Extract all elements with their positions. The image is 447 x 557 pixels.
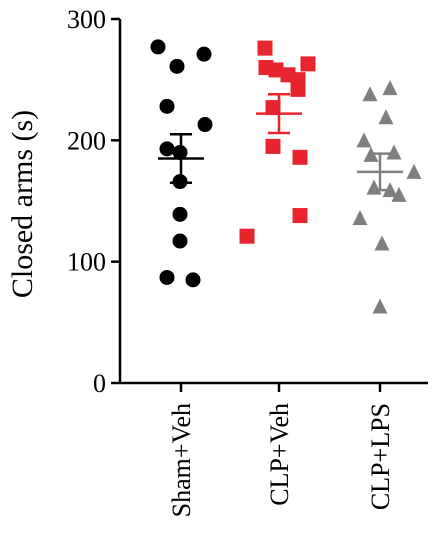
data-point	[391, 186, 407, 202]
data-point	[185, 272, 201, 288]
data-point	[374, 235, 390, 251]
data-point	[265, 138, 281, 154]
y-tick-label: 0	[93, 369, 106, 398]
data-point	[159, 269, 175, 285]
data-point	[172, 233, 188, 249]
data-point	[159, 141, 175, 157]
data-point	[265, 100, 281, 116]
y-tick-label: 200	[67, 126, 106, 155]
data-point	[386, 144, 402, 160]
data-point	[406, 163, 422, 179]
y-axis-label: Closed arms (s)	[6, 110, 39, 298]
data-point	[172, 206, 188, 222]
x-category-label: CLP+Veh	[265, 403, 294, 506]
axes	[118, 19, 428, 385]
data-point	[197, 117, 213, 133]
y-tick-label: 300	[67, 5, 106, 34]
data-point	[378, 109, 394, 125]
data-points	[150, 39, 422, 314]
data-point	[352, 209, 368, 225]
data-point	[169, 58, 185, 74]
data-point	[382, 80, 398, 96]
y-ticks: 0 100 200 300	[67, 5, 120, 398]
y-tick-label: 100	[67, 248, 106, 277]
data-point	[159, 98, 175, 114]
data-point	[290, 81, 306, 97]
data-point	[257, 40, 273, 56]
data-point	[372, 298, 388, 314]
data-point	[239, 228, 255, 244]
data-point	[300, 56, 316, 72]
data-point	[356, 132, 372, 148]
error-bars	[158, 92, 403, 192]
data-point	[362, 86, 378, 102]
x-ticks: Sham+Veh CLP+Veh CLP+LPS	[167, 383, 395, 517]
data-point	[292, 149, 308, 165]
data-point	[150, 39, 166, 55]
data-point	[292, 208, 308, 224]
data-point	[196, 46, 212, 62]
x-category-label: CLP+LPS	[366, 403, 395, 510]
x-category-label: Sham+Veh	[167, 403, 196, 517]
data-point	[268, 62, 284, 78]
